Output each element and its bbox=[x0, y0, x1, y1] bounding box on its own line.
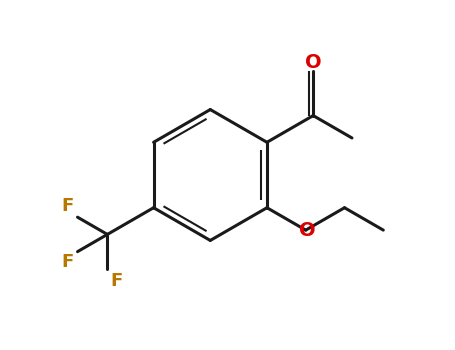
Text: F: F bbox=[110, 272, 122, 289]
Text: F: F bbox=[61, 197, 73, 216]
Text: O: O bbox=[305, 53, 322, 72]
Text: O: O bbox=[299, 220, 316, 240]
Text: F: F bbox=[61, 253, 73, 271]
